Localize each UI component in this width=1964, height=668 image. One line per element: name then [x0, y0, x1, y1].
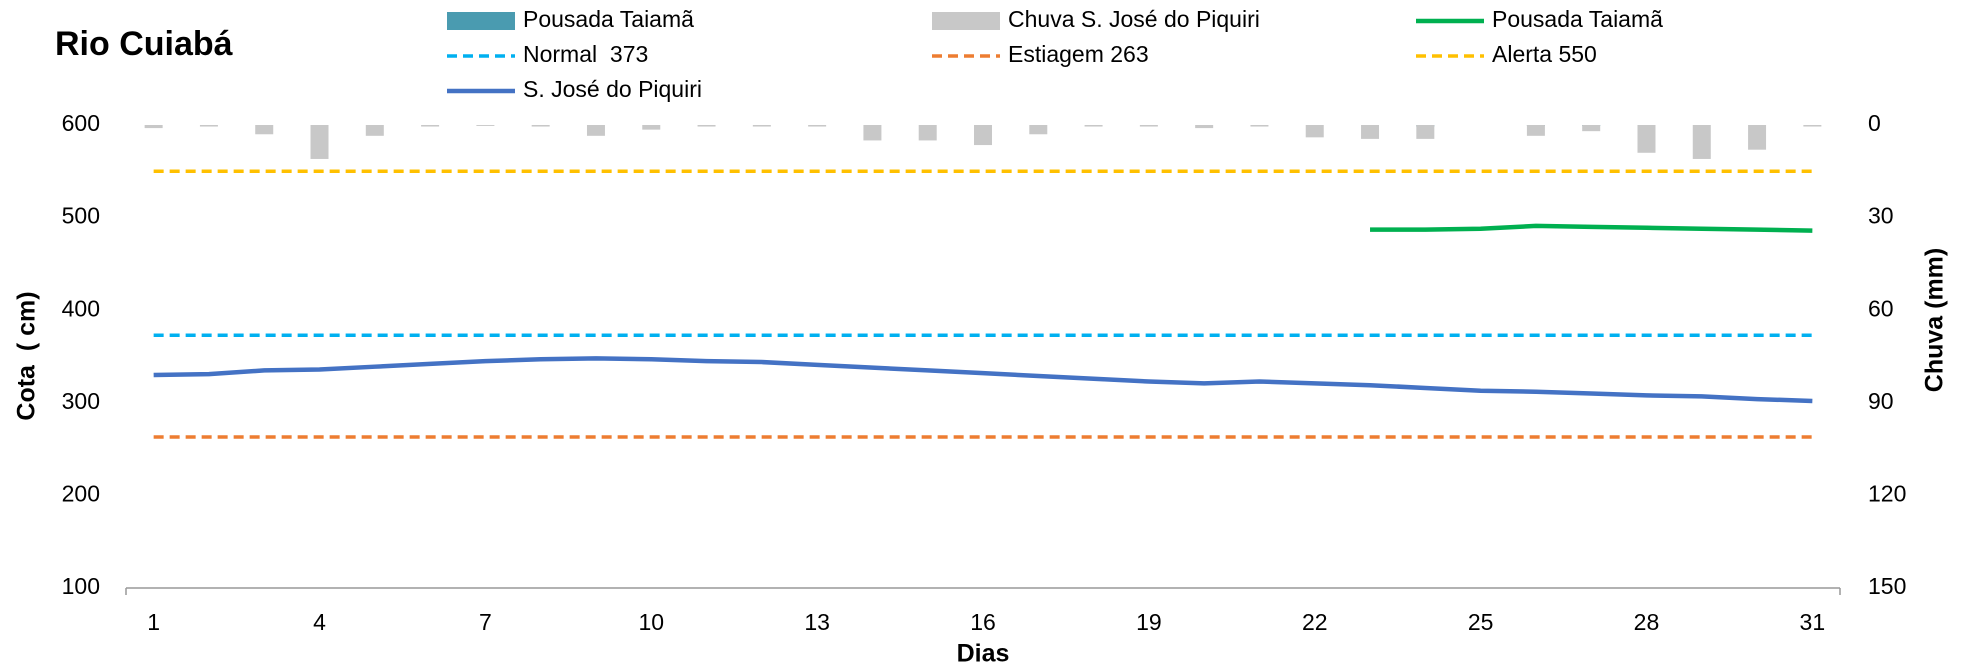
y-tick-label: 400 — [62, 295, 100, 321]
bar — [1250, 125, 1268, 127]
legend-label: Pousada Taiamã — [1492, 6, 1663, 32]
bar — [1637, 125, 1655, 153]
y2-tick-label: 150 — [1868, 573, 1906, 599]
y-tick-label: 500 — [62, 203, 100, 229]
bar — [1416, 125, 1434, 139]
bar — [1693, 125, 1711, 159]
x-tick-label: 28 — [1634, 609, 1660, 635]
y2-axis-label: Chuva (mm) — [1921, 248, 1949, 392]
bar — [1140, 125, 1158, 127]
bar — [311, 125, 329, 159]
x-tick-label: 16 — [970, 609, 996, 635]
bar — [421, 125, 439, 127]
x-tick-label: 31 — [1800, 609, 1826, 635]
legend-label: Chuva S. José do Piquiri — [1008, 6, 1260, 32]
legend-label: Normal 373 — [523, 41, 648, 67]
bar — [1582, 125, 1600, 131]
bar — [366, 125, 384, 136]
bar — [753, 125, 771, 127]
legend-label: Alerta 550 — [1492, 41, 1597, 67]
legend-key — [447, 12, 515, 30]
x-tick-label: 19 — [1136, 609, 1162, 635]
legend-key — [932, 12, 1000, 30]
x-tick-label: 22 — [1302, 609, 1328, 635]
y2-tick-label: 30 — [1868, 203, 1894, 229]
y2-tick-label: 90 — [1868, 388, 1894, 414]
bar — [1306, 125, 1324, 137]
y2-tick-label: 120 — [1868, 480, 1906, 506]
bar — [642, 125, 660, 130]
bar — [255, 125, 273, 134]
y-tick-label: 600 — [62, 110, 100, 136]
bar — [145, 125, 163, 128]
bar — [808, 125, 826, 127]
x-tick-label: 13 — [804, 609, 830, 635]
bar — [1527, 125, 1545, 136]
x-tick-label: 10 — [638, 609, 664, 635]
bar — [1195, 125, 1213, 128]
line — [1370, 226, 1812, 231]
bar — [532, 125, 550, 127]
bar — [1029, 125, 1047, 134]
bar — [974, 125, 992, 145]
bar — [1085, 125, 1103, 127]
bar — [698, 125, 716, 127]
bar — [919, 125, 937, 140]
x-tick-label: 25 — [1468, 609, 1494, 635]
y2-tick-label: 0 — [1868, 110, 1881, 136]
bar — [863, 125, 881, 140]
bar — [1748, 125, 1766, 150]
x-tick-label: 4 — [313, 609, 326, 635]
x-axis-label: Dias — [957, 640, 1010, 668]
x-tick-label: 1 — [147, 609, 160, 635]
y-tick-label: 100 — [62, 573, 100, 599]
line — [154, 358, 1813, 401]
x-tick-label: 7 — [479, 609, 492, 635]
legend-label: Pousada Taiamã — [523, 6, 694, 32]
y-tick-label: 200 — [62, 480, 100, 506]
legend-label: S. José do Piquiri — [523, 76, 702, 102]
bar — [476, 125, 494, 126]
bar — [587, 125, 605, 136]
y2-tick-label: 60 — [1868, 295, 1894, 321]
legend-label: Estiagem 263 — [1008, 41, 1149, 67]
y-tick-label: 300 — [62, 388, 100, 414]
bar — [1361, 125, 1379, 139]
bar — [200, 125, 218, 127]
bar — [1803, 125, 1821, 127]
y-axis-label: Cota ( cm) — [13, 291, 41, 420]
chart-title: Rio Cuiabá — [55, 25, 233, 63]
